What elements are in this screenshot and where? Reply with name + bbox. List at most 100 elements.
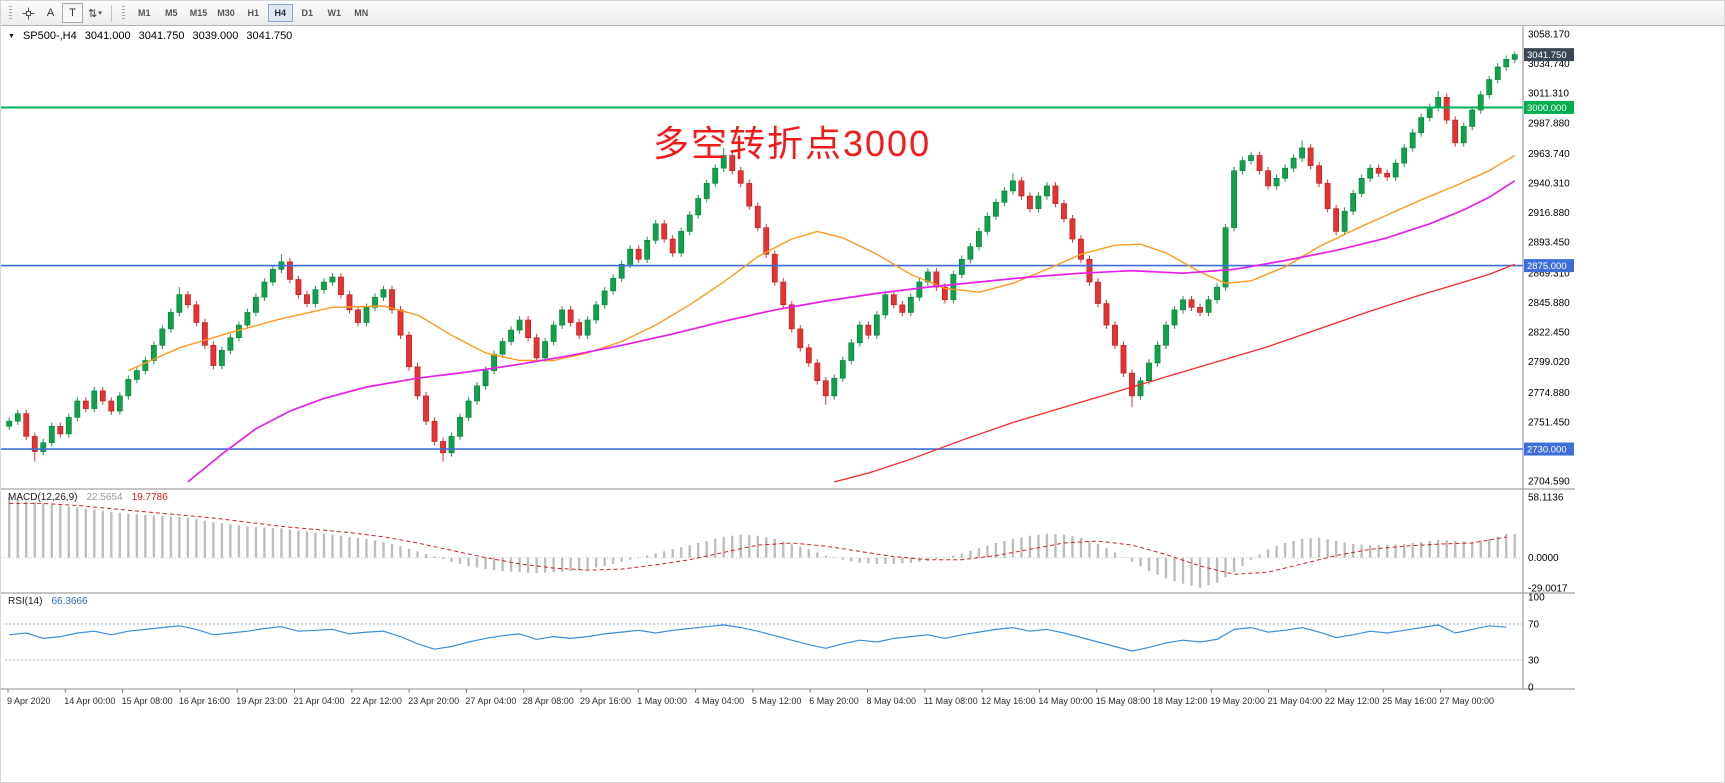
candle <box>771 253 778 283</box>
candle <box>567 309 574 323</box>
macd-bar <box>594 557 598 568</box>
candle <box>508 329 514 342</box>
price-axis[interactable]: 3058.170 3034.740 3011.310 2987.880 2963.740… <box>1524 29 1574 488</box>
price-badge-3000.000 <box>1524 100 1574 114</box>
rsi-axis-label: 100 <box>1528 593 1545 604</box>
macd-bar <box>1283 543 1287 558</box>
timeframe-button-w1[interactable]: W1 <box>322 4 347 22</box>
candle <box>576 322 583 336</box>
macd-bar <box>59 505 62 558</box>
timeframe-button-h4[interactable]: H4 <box>267 4 293 22</box>
timeframe-button-m5[interactable]: M5 <box>159 4 184 22</box>
candle <box>270 269 276 283</box>
macd-bar <box>560 557 564 572</box>
price-axis-label: 2916.880 <box>1528 208 1570 219</box>
macd-bar <box>1249 557 1253 560</box>
chart-annotation[interactable]: 多空转折点3000 <box>653 123 932 164</box>
candle <box>916 281 923 298</box>
candle <box>618 264 625 279</box>
candle <box>1205 299 1212 313</box>
candle <box>150 344 157 361</box>
candle <box>729 155 736 172</box>
price-badge-text: 3000.000 <box>1527 103 1567 114</box>
time-axis-label: 8 May 04:00 <box>867 696 917 706</box>
candle <box>993 202 999 217</box>
time-axis[interactable]: 9 Apr 2020 14 Apr 00:00 15 Apr 08:00 16 Apr… <box>7 689 1494 706</box>
candle <box>91 390 98 409</box>
candle <box>525 319 531 339</box>
macd-bar <box>858 557 862 563</box>
timeframe-button-m1[interactable]: M1 <box>132 4 157 22</box>
price-axis-label: 3011.310 <box>1528 89 1569 100</box>
candle <box>1367 167 1374 179</box>
candle <box>703 183 710 199</box>
candle <box>1375 167 1382 174</box>
candle <box>329 276 336 283</box>
macd-bar <box>918 557 921 562</box>
macd-histogram <box>8 497 1516 588</box>
macd-bar <box>1113 552 1117 558</box>
candle <box>167 312 174 330</box>
macd-bar <box>271 527 275 558</box>
macd-bar <box>1428 540 1431 558</box>
crosshair-button[interactable] <box>18 3 39 23</box>
time-axis-label: 6 May 20:00 <box>809 696 859 706</box>
macd-bar <box>1079 537 1083 558</box>
macd-bar <box>297 530 300 558</box>
macd-bar <box>748 535 751 558</box>
macd-bar <box>1309 538 1312 558</box>
text-box-button[interactable]: T <box>62 3 83 23</box>
candle <box>295 279 302 295</box>
macd-bar <box>969 550 972 558</box>
macd-bar <box>305 531 309 558</box>
timeframe-button-mn[interactable]: MN <box>349 4 374 22</box>
macd-bar <box>1173 557 1176 582</box>
price-axis-label: 2940.310 <box>1528 178 1570 189</box>
time-axis-label: 18 May 12:00 <box>1153 696 1208 706</box>
macd-bar <box>790 544 793 558</box>
candle <box>14 413 21 422</box>
macd-bar <box>722 536 725 558</box>
macd-bar <box>42 503 45 558</box>
macd-bar <box>875 557 879 564</box>
chart-canvas[interactable]: 3058.170 3034.740 3011.310 2987.880 2963.740… <box>1 25 1725 783</box>
candle <box>1010 180 1016 192</box>
candle <box>1086 258 1093 283</box>
macd-bar <box>714 538 717 558</box>
macd-bar <box>697 543 700 558</box>
candle <box>116 395 123 412</box>
candle <box>848 342 855 361</box>
candle <box>482 370 489 387</box>
timeframe-button-d1[interactable]: D1 <box>295 4 320 22</box>
macd-bar <box>994 543 998 558</box>
ma-fast-orange <box>128 154 1516 372</box>
caret-down-icon: ▾ <box>98 10 102 17</box>
scale-dropdown-button[interactable]: ⇅ ▾ <box>84 3 106 23</box>
macd-bar <box>850 557 853 562</box>
price-axis-label: 2963.740 <box>1528 149 1570 160</box>
candle <box>1418 117 1425 134</box>
candle <box>1282 167 1288 179</box>
candle <box>1273 177 1280 187</box>
time-axis-label: 1 May 00:00 <box>637 696 687 706</box>
timeframe-grip[interactable] <box>121 5 125 21</box>
macd-bar <box>1062 534 1066 558</box>
timeframe-button-h1[interactable]: H1 <box>241 4 266 22</box>
macd-bar <box>339 535 343 558</box>
candle <box>1027 195 1033 209</box>
macd-bar <box>1445 540 1448 558</box>
candle <box>355 309 361 323</box>
time-axis-label: 19 Apr 23:00 <box>236 696 287 706</box>
macd-bar <box>484 557 487 570</box>
macd-bar <box>76 507 79 558</box>
chevron-down-icon[interactable]: ▼ <box>8 32 15 40</box>
text-label-button[interactable]: A <box>40 3 61 23</box>
macd-bar <box>178 516 181 558</box>
toolbar-grip[interactable] <box>9 5 12 21</box>
macd-bar <box>1334 540 1338 558</box>
timeframe-button-m30[interactable]: M30 <box>213 4 239 22</box>
candle <box>746 183 753 207</box>
candle <box>890 294 897 306</box>
timeframe-button-m15[interactable]: M15 <box>186 4 212 22</box>
